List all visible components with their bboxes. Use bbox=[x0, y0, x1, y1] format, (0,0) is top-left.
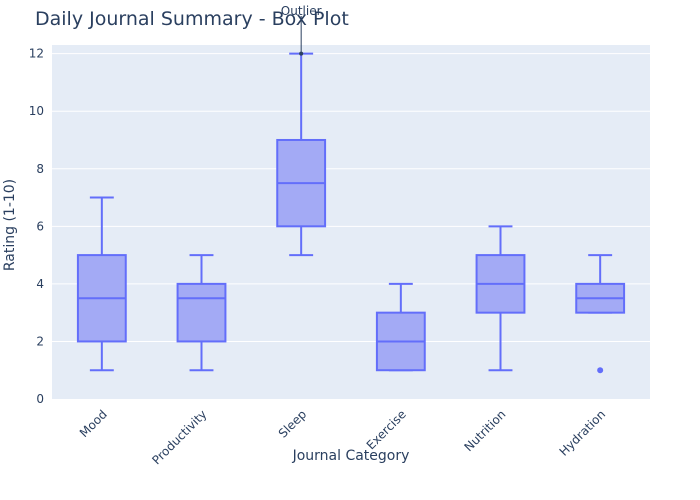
box-sleep bbox=[276, 52, 327, 257]
gridlines bbox=[52, 53, 650, 342]
y-tick-label: 2 bbox=[36, 334, 44, 348]
annotation-label: Outlier bbox=[281, 4, 322, 18]
box-hydration bbox=[575, 254, 626, 374]
y-tick-label: 12 bbox=[29, 47, 44, 61]
box-mood bbox=[76, 196, 127, 372]
y-tick-label: 6 bbox=[36, 219, 44, 233]
chart-title: Daily Journal Summary - Box Plot bbox=[35, 8, 349, 30]
annotations: Outlier bbox=[281, 4, 322, 56]
box-exercise bbox=[375, 282, 426, 372]
box-nutrition bbox=[475, 225, 526, 372]
x-axis-title: Journal Category bbox=[292, 448, 410, 464]
annotation: Outlier bbox=[281, 4, 322, 56]
y-tick-label: 8 bbox=[36, 162, 44, 176]
y-tick-label: 4 bbox=[36, 277, 44, 291]
y-axis-ticks: 0 2 4 6 8 10 12 bbox=[29, 47, 44, 406]
plot-area bbox=[52, 45, 650, 399]
box-productivity bbox=[176, 254, 227, 372]
y-tick-label: 10 bbox=[29, 104, 44, 118]
y-tick-label: 0 bbox=[36, 392, 44, 406]
outlier-point bbox=[597, 367, 604, 374]
y-axis-title: Rating (1-10) bbox=[2, 179, 18, 271]
annotation-point bbox=[299, 51, 304, 56]
box-series bbox=[76, 52, 626, 374]
iqr-box bbox=[176, 282, 227, 343]
